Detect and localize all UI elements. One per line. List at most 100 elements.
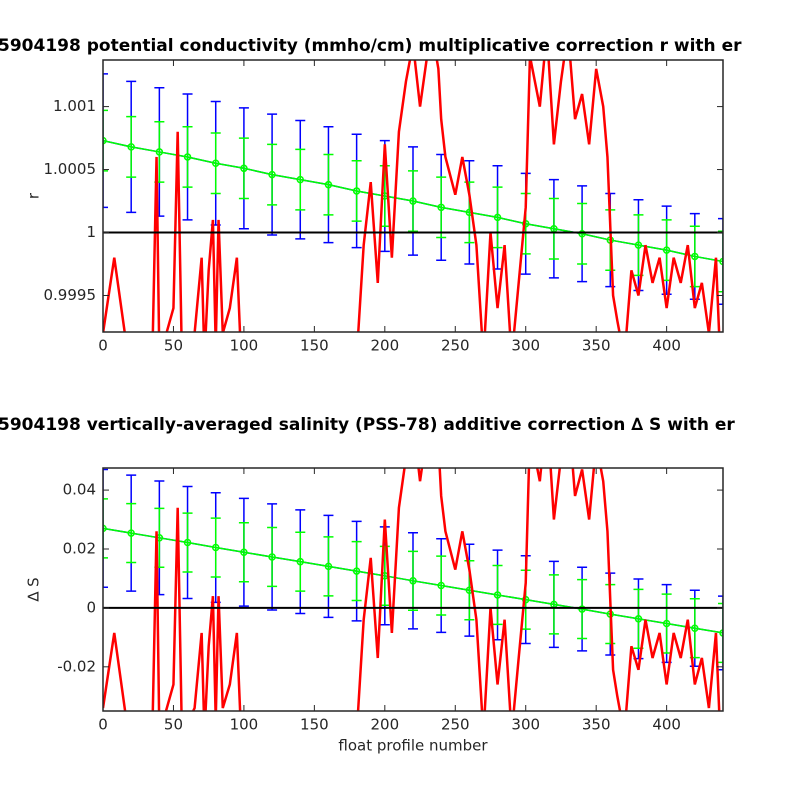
- error-bar: [295, 148, 306, 211]
- error-bar: [182, 125, 193, 188]
- y-tick-label: -0.02: [57, 657, 96, 675]
- error-bar: [351, 540, 362, 602]
- x-tick-label: 400: [652, 337, 681, 355]
- x-tick-label: 150: [300, 716, 329, 734]
- error-bar: [210, 132, 221, 195]
- error-bar: [408, 170, 418, 233]
- chart-title: 5904198 vertically-averaged salinity (PS…: [0, 415, 735, 435]
- x-tick-label: 350: [582, 716, 611, 734]
- marker: [352, 567, 361, 575]
- marker: [268, 553, 276, 561]
- x-tick-label: 200: [370, 716, 399, 734]
- error-bar: [718, 602, 723, 664]
- marker: [324, 180, 333, 189]
- x-tick-label: 50: [164, 337, 183, 355]
- error-bar: [718, 230, 723, 293]
- y-axis-label: r: [25, 192, 43, 199]
- x-axis-label: float profile number: [338, 737, 488, 755]
- y-tick-label: 1.0005: [44, 160, 97, 178]
- marker: [103, 136, 107, 145]
- error-bar: [718, 217, 723, 306]
- x-tick-label: 300: [511, 337, 540, 355]
- x-tick-label: 150: [300, 337, 329, 355]
- error-bar: [577, 578, 588, 640]
- y-tick-label: 0: [86, 598, 96, 616]
- error-bar: [103, 109, 108, 172]
- error-bar: [210, 517, 221, 578]
- marker: [719, 257, 723, 266]
- marker: [634, 615, 643, 623]
- error-bar: [267, 143, 278, 206]
- error-bar: [238, 137, 249, 200]
- marker: [211, 543, 220, 552]
- marker: [103, 524, 107, 533]
- error-bar: [408, 550, 418, 612]
- x-tick-label: 200: [370, 337, 399, 355]
- error-bar: [492, 186, 503, 249]
- marker: [268, 170, 276, 179]
- x-tick-label: 0: [98, 337, 108, 355]
- x-tick-label: 350: [582, 337, 611, 355]
- y-tick-label: 1: [86, 223, 96, 241]
- marker: [662, 619, 671, 628]
- marker: [155, 148, 164, 156]
- marker: [521, 595, 530, 604]
- marker: [691, 252, 699, 261]
- error-bar: [126, 502, 137, 564]
- marker: [240, 548, 248, 556]
- marker: [352, 187, 361, 195]
- error-bar: [436, 176, 447, 239]
- error-bar: [103, 498, 108, 559]
- error-bar: [577, 202, 588, 265]
- marker: [493, 213, 502, 222]
- x-tick-label: 400: [652, 716, 681, 734]
- marker: [634, 241, 643, 249]
- chart-title: 5904198 potential conductivity (mmho/cm)…: [0, 36, 742, 56]
- marker: [240, 164, 248, 173]
- error-bar: [267, 526, 278, 588]
- x-tick-label: 250: [441, 337, 470, 355]
- error-bar: [103, 468, 108, 589]
- marker: [127, 143, 135, 151]
- x-tick-label: 100: [230, 337, 259, 355]
- error-bar: [238, 522, 249, 583]
- plot-area: [103, 468, 723, 711]
- marker: [296, 175, 305, 184]
- marker: [662, 246, 671, 254]
- axes-frame: [102, 59, 724, 333]
- data-line: [103, 60, 721, 332]
- marker: [183, 538, 192, 547]
- error-bar: [323, 153, 334, 216]
- y-tick-label: 0.02: [63, 540, 96, 558]
- marker: [409, 577, 417, 585]
- marker: [183, 153, 192, 161]
- marker: [437, 581, 445, 590]
- error-bar: [492, 564, 503, 626]
- error-bar: [436, 555, 447, 616]
- error-bar: [182, 512, 193, 573]
- marker: [324, 562, 333, 571]
- marker: [493, 591, 502, 599]
- marker: [409, 197, 417, 205]
- error-bar: [718, 595, 723, 671]
- marker: [211, 159, 220, 168]
- data-line: [103, 468, 721, 711]
- y-tick-label: 0.9995: [44, 286, 97, 304]
- x-tick-label: 100: [230, 716, 259, 734]
- error-bar: [548, 574, 559, 635]
- y-axis-label: ∆ S: [25, 577, 43, 602]
- error-bar: [351, 159, 362, 222]
- error-bar: [323, 536, 334, 597]
- marker: [578, 230, 586, 238]
- error-bar: [295, 531, 306, 592]
- marker: [437, 203, 445, 212]
- error-bar: [548, 197, 559, 260]
- x-tick-label: 300: [511, 716, 540, 734]
- y-tick-label: 1.001: [53, 97, 96, 115]
- marker: [127, 529, 135, 537]
- y-tick-label: 0.04: [63, 481, 96, 499]
- marker: [691, 624, 699, 632]
- error-bar: [126, 115, 137, 178]
- error-bar: [103, 73, 108, 209]
- x-tick-label: 250: [441, 716, 470, 734]
